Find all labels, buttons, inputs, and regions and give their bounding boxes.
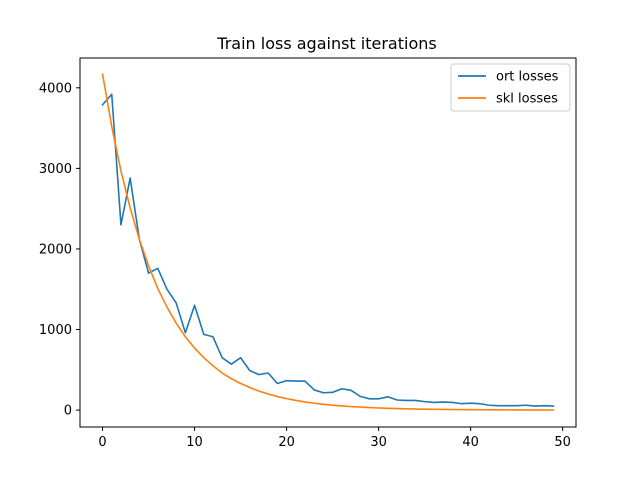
x-tick-label: 0: [98, 435, 106, 450]
series-line-0: [101, 93, 555, 407]
y-tick-label: 3000: [39, 162, 72, 177]
y-tick-label: 1000: [39, 323, 72, 338]
y-tick-label: 0: [64, 404, 72, 419]
x-tick-label: 50: [554, 435, 571, 450]
y-tick-label: 4000: [39, 81, 72, 96]
axis-ticks: 0 10 20 30 40 50 0 1000 2000 3000 4000: [39, 81, 571, 450]
series-line-1: [101, 73, 555, 411]
x-tick-label: 10: [186, 435, 203, 450]
plot-area: [101, 73, 555, 411]
axes-frame: [79, 57, 577, 428]
x-tick-label: 20: [278, 435, 295, 450]
y-tick-label: 2000: [39, 242, 72, 257]
legend-label-1: skl losses: [496, 92, 558, 107]
x-tick-label: 40: [462, 435, 479, 450]
legend-label-0: ort losses: [496, 70, 559, 85]
legend: ort losses skl losses: [450, 63, 571, 112]
x-tick-label: 30: [370, 435, 387, 450]
chart-title: Train loss against iterations: [216, 34, 436, 53]
